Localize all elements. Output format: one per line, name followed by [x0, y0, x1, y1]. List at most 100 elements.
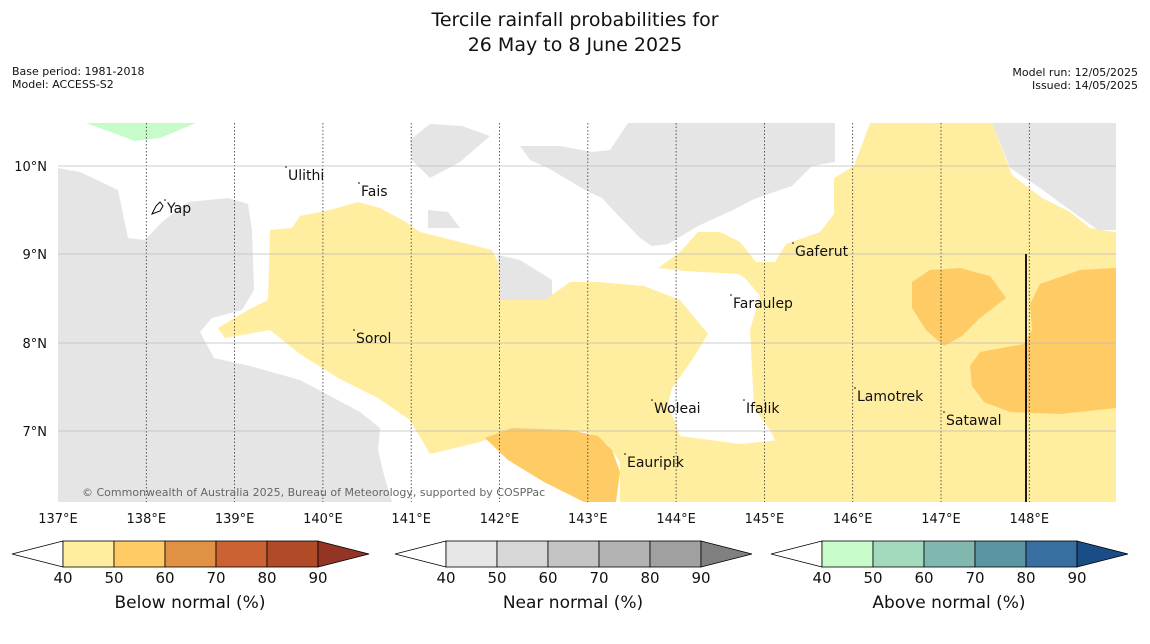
colorbar-segment	[547, 540, 600, 568]
colorbar-tick-label: 80	[640, 569, 659, 587]
colorbar-segment	[649, 540, 702, 568]
colorbar-tick-label: 50	[104, 569, 123, 587]
land-central	[498, 255, 552, 300]
map-title-line1: Tercile rainfall probabilities for	[431, 9, 719, 31]
place-marker	[353, 329, 355, 331]
colorbar-segment	[872, 540, 925, 568]
colorbar-tick-label: 70	[965, 569, 984, 587]
colorbar-extend-high	[700, 540, 753, 568]
colorbar-extend-low	[770, 540, 823, 568]
colorbar-extend-high	[317, 540, 370, 568]
place-marker	[285, 166, 287, 168]
below-normal-40-50-region	[218, 123, 1116, 502]
colorbar-1: 40 50 60 70 80 90	[394, 540, 753, 587]
lon-tick-label: 144°E	[656, 512, 696, 527]
place-marker	[854, 387, 856, 389]
colorbar-segment	[164, 540, 217, 568]
place-marker	[943, 411, 945, 413]
lon-tick-label: 137°E	[38, 512, 78, 527]
place-marker	[730, 294, 732, 296]
colorbar-tick-label: 50	[487, 569, 506, 587]
colorbar-segment	[215, 540, 268, 568]
above-normal-40-50	[86, 123, 196, 141]
gridlines	[58, 123, 1116, 502]
land-northeast	[992, 123, 1116, 230]
colorbar-tick-label: 80	[257, 569, 276, 587]
place-label: Ifalik	[746, 401, 780, 417]
colorbar-extend-low	[11, 540, 64, 568]
place-marker	[358, 182, 360, 184]
colorbar-segment	[113, 540, 166, 568]
model-run-text: Model run: 12/05/2025	[1012, 66, 1138, 79]
colorbar-tick-label: 90	[308, 569, 327, 587]
land-north-2	[520, 123, 835, 246]
lat-tick-label: 8°N	[23, 337, 48, 352]
land-layer	[58, 123, 1116, 502]
colorbar-segment	[821, 540, 874, 568]
place-marker	[792, 242, 794, 244]
below-normal-50-60-south	[485, 428, 620, 502]
place-label: Faraulep	[733, 296, 793, 312]
place-marker	[743, 399, 745, 401]
lon-tick-label: 147°E	[921, 512, 961, 527]
colorbar-tick-label: 50	[863, 569, 882, 587]
colorbar-tick-label: 40	[436, 569, 455, 587]
colorbar-tick-label: 80	[1016, 569, 1035, 587]
colorbar-tick-label: 70	[206, 569, 225, 587]
lon-tick-label: 138°E	[127, 512, 167, 527]
below-normal-50-60-far-east	[970, 268, 1116, 414]
place-label: Yap	[166, 201, 191, 217]
place-label: Sorol	[356, 331, 391, 347]
colorbar-tick-label: 40	[812, 569, 831, 587]
lon-tick-label: 145°E	[745, 512, 785, 527]
place-label: Eauripik	[627, 455, 685, 471]
colorbar-segment	[266, 540, 319, 568]
place-label: Lamotrek	[857, 389, 924, 405]
colorbar-tick-label: 90	[691, 569, 710, 587]
colorbar-extend-high	[1076, 540, 1129, 568]
axis-ticks: 137°E 138°E 139°E 140°E 141°E 142°E 143°E 144°E…	[14, 160, 1049, 527]
lat-tick-label: 10°N	[14, 160, 47, 175]
copyright-text: © Commonwealth of Australia 2025, Bureau…	[82, 486, 545, 499]
lon-tick-label: 146°E	[833, 512, 873, 527]
colorbar-extend-low	[394, 540, 447, 568]
place-label: Fais	[361, 184, 388, 200]
place-label: Gaferut	[795, 244, 849, 260]
lon-tick-label: 141°E	[391, 512, 431, 527]
lon-tick-label: 140°E	[303, 512, 343, 527]
colorbar-segment	[445, 540, 498, 568]
place-marker	[651, 399, 653, 401]
issued-text: Issued: 14/05/2025	[1031, 79, 1138, 92]
lon-tick-label: 139°E	[215, 512, 255, 527]
place-label: Ulithi	[288, 168, 324, 184]
meta-right: Model run: 12/05/2025 Issued: 14/05/2025	[1012, 66, 1138, 92]
colorbar-tick-label: 70	[589, 569, 608, 587]
colorbar-segment	[496, 540, 549, 568]
colorbar-tick-label: 60	[538, 569, 557, 587]
lat-tick-label: 9°N	[23, 248, 48, 263]
colorbar-segment	[923, 540, 976, 568]
colorbar-segment	[598, 540, 651, 568]
below-normal-50-60-east	[912, 268, 1006, 346]
yap-island-outline	[150, 201, 164, 215]
lon-tick-label: 143°E	[568, 512, 608, 527]
colorbar-segment	[974, 540, 1027, 568]
base-period-text: Base period: 1981-2018	[12, 65, 145, 78]
colorbar-0: 40 50 60 70 80 90	[11, 540, 370, 587]
lon-tick-label: 148°E	[1010, 512, 1050, 527]
land-north-islet	[428, 210, 460, 228]
colorbars: 40 50 60 70 80 90 40 50 60 70 80 90 40 50 60 70 80 90	[11, 540, 1129, 587]
model-text: Model: ACCESS-S2	[12, 78, 114, 91]
map-title-line2: 26 May to 8 June 2025	[467, 34, 683, 56]
place-label: Satawal	[946, 413, 1001, 429]
colorbar-tick-label: 60	[914, 569, 933, 587]
place-labels: Yap Ulithi Fais Sorol Woleai Ifalik Eauripik Fa…	[150, 166, 1001, 471]
lat-tick-label: 7°N	[23, 425, 48, 440]
colorbar-label-near: Near normal (%)	[502, 593, 644, 613]
colorbar-segment	[62, 540, 115, 568]
land-west	[58, 168, 392, 502]
land-north-1	[410, 124, 490, 178]
colorbar-tick-label: 60	[155, 569, 174, 587]
place-marker	[624, 453, 626, 455]
